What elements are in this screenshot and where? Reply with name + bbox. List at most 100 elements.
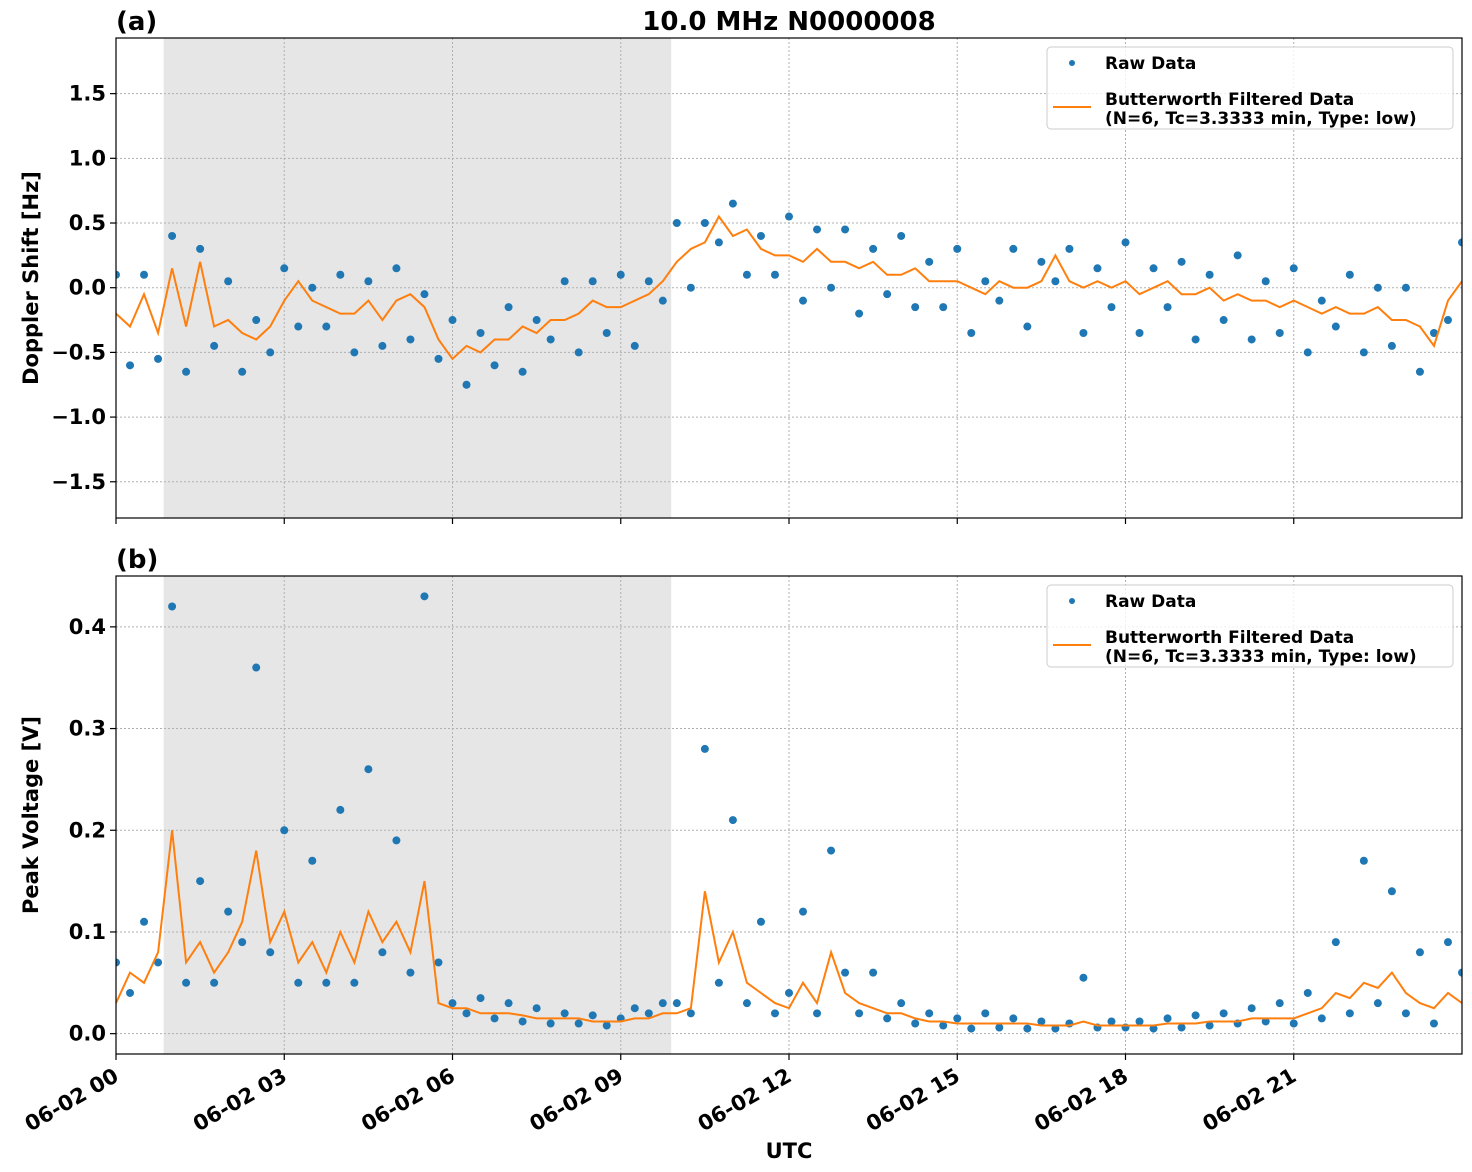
raw-point bbox=[1121, 238, 1130, 247]
shaded-span bbox=[163, 38, 672, 518]
chart-title: 10.0 MHz N0000008 bbox=[642, 7, 935, 37]
raw-point bbox=[883, 1014, 892, 1023]
raw-point bbox=[967, 1024, 976, 1033]
legend-marker bbox=[1069, 598, 1075, 604]
raw-point bbox=[1415, 367, 1424, 376]
raw-point bbox=[981, 1009, 990, 1018]
raw-point bbox=[294, 978, 303, 987]
raw-point bbox=[658, 296, 667, 305]
raw-point bbox=[140, 917, 149, 926]
x-tick-label: 06-02 03 bbox=[189, 1064, 291, 1137]
raw-point bbox=[602, 328, 611, 337]
raw-point bbox=[308, 283, 317, 292]
raw-point bbox=[981, 277, 990, 286]
raw-point bbox=[1177, 257, 1186, 266]
raw-point bbox=[364, 277, 373, 286]
raw-point bbox=[1177, 1023, 1186, 1032]
raw-point bbox=[1093, 264, 1102, 273]
raw-point bbox=[1387, 887, 1396, 896]
raw-point bbox=[518, 1017, 527, 1026]
raw-point bbox=[714, 238, 723, 247]
raw-point bbox=[518, 367, 527, 376]
raw-point bbox=[1373, 283, 1382, 292]
legend-label: Butterworth Filtered Data (N=6, Tc=3.3333… bbox=[1105, 628, 1417, 667]
plot-area bbox=[116, 199, 1462, 389]
raw-point bbox=[476, 994, 485, 1003]
raw-point bbox=[196, 244, 205, 253]
raw-point bbox=[700, 219, 709, 228]
raw-point bbox=[742, 999, 751, 1008]
legend-label: Raw Data bbox=[1105, 592, 1196, 612]
raw-point bbox=[995, 1023, 1004, 1032]
raw-point bbox=[1261, 1017, 1270, 1026]
raw-point bbox=[714, 978, 723, 987]
raw-point bbox=[266, 348, 275, 357]
raw-point bbox=[630, 1004, 639, 1013]
raw-point bbox=[686, 283, 695, 292]
x-tick-label: 06-02 12 bbox=[694, 1064, 796, 1137]
raw-point bbox=[252, 663, 261, 672]
raw-point bbox=[1289, 264, 1298, 273]
raw-point bbox=[504, 999, 513, 1008]
raw-point bbox=[462, 380, 471, 389]
raw-point bbox=[448, 999, 457, 1008]
legend-box bbox=[1046, 46, 1454, 130]
raw-point bbox=[911, 303, 920, 312]
legend-marker bbox=[1069, 60, 1075, 66]
raw-point bbox=[883, 290, 892, 299]
raw-point bbox=[126, 988, 135, 997]
raw-point bbox=[574, 348, 583, 357]
raw-point bbox=[1009, 244, 1018, 253]
raw-point bbox=[1331, 938, 1340, 947]
raw-point bbox=[434, 958, 443, 967]
raw-point bbox=[532, 316, 541, 325]
raw-point bbox=[1205, 1021, 1214, 1030]
raw-point bbox=[588, 1011, 597, 1020]
raw-point bbox=[967, 328, 976, 337]
raw-point bbox=[1205, 270, 1214, 279]
raw-point bbox=[448, 316, 457, 325]
raw-point bbox=[855, 1009, 864, 1018]
raw-point bbox=[1387, 341, 1396, 350]
raw-point bbox=[1247, 1004, 1256, 1013]
raw-point bbox=[756, 917, 765, 926]
raw-point bbox=[1303, 988, 1312, 997]
x-tick-label: 06-02 21 bbox=[1198, 1064, 1300, 1137]
raw-point bbox=[813, 225, 822, 234]
raw-point bbox=[658, 999, 667, 1008]
raw-point bbox=[1373, 999, 1382, 1008]
raw-point bbox=[1065, 244, 1074, 253]
raw-point bbox=[1219, 1009, 1228, 1018]
raw-point bbox=[1079, 328, 1088, 337]
raw-point bbox=[1458, 968, 1462, 977]
raw-point bbox=[420, 290, 429, 299]
raw-point bbox=[1191, 335, 1200, 344]
legend-box bbox=[1046, 584, 1454, 668]
raw-point bbox=[1443, 316, 1452, 325]
raw-point bbox=[841, 225, 850, 234]
raw-point bbox=[1233, 251, 1242, 260]
raw-point bbox=[869, 244, 878, 253]
raw-point bbox=[476, 328, 485, 337]
raw-point bbox=[1037, 257, 1046, 266]
raw-point bbox=[1415, 948, 1424, 957]
raw-point bbox=[827, 846, 836, 855]
raw-point bbox=[1191, 1011, 1200, 1020]
raw-point bbox=[897, 999, 906, 1008]
raw-point bbox=[1331, 322, 1340, 331]
raw-point bbox=[1317, 296, 1326, 305]
raw-point bbox=[392, 264, 401, 273]
raw-point bbox=[116, 958, 120, 967]
raw-point bbox=[925, 1009, 934, 1018]
raw-point bbox=[116, 270, 120, 279]
filtered-line bbox=[116, 214, 1462, 361]
raw-point bbox=[504, 303, 513, 312]
raw-point bbox=[1135, 1017, 1144, 1026]
raw-point bbox=[644, 277, 653, 286]
raw-point bbox=[1009, 1014, 1018, 1023]
raw-point bbox=[1023, 322, 1032, 331]
raw-point bbox=[1429, 1019, 1438, 1028]
raw-point bbox=[196, 877, 205, 886]
raw-point bbox=[574, 1019, 583, 1028]
raw-point bbox=[532, 1004, 541, 1013]
